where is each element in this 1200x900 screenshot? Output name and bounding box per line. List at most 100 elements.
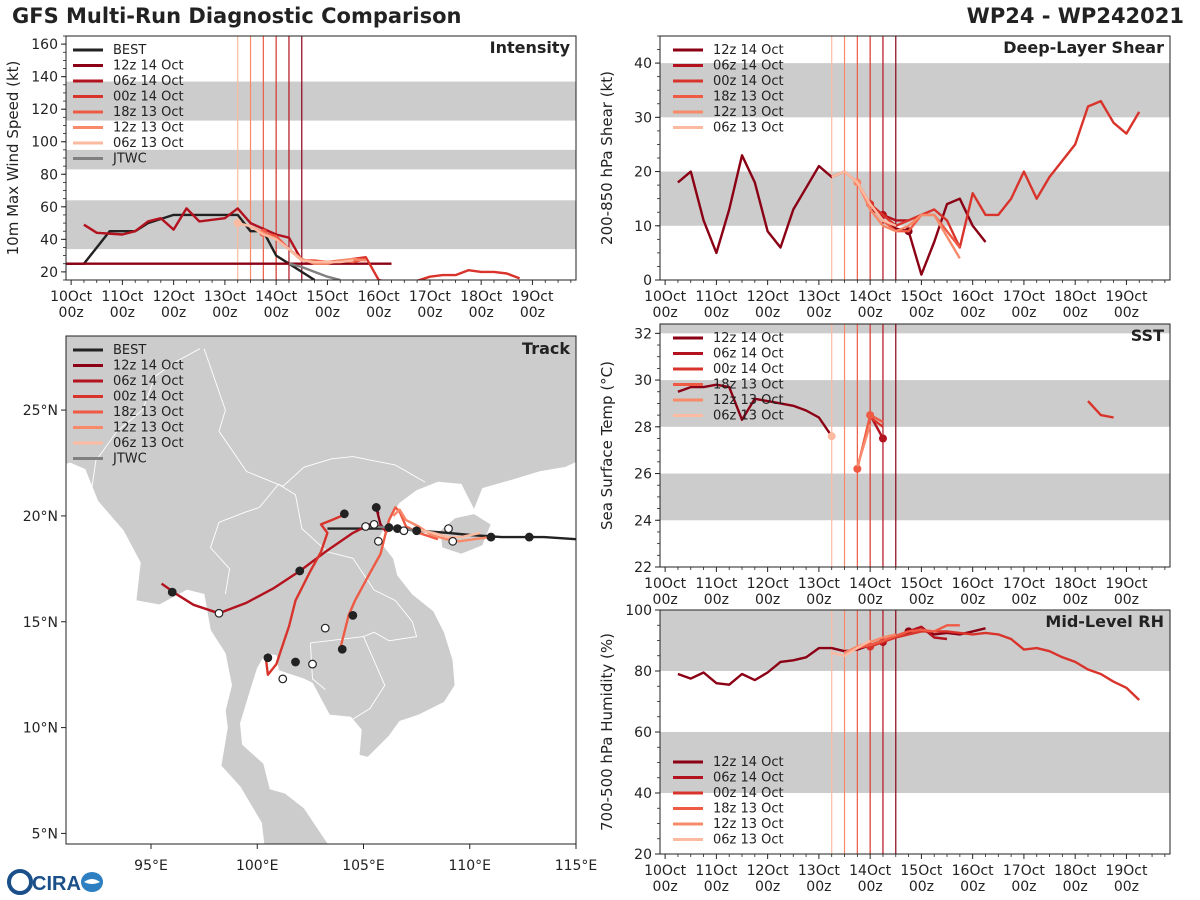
rh-ytick-label: 40 — [634, 786, 652, 802]
rh-xtick-sublabel: 00z — [755, 879, 780, 895]
sst-ytick-label: 24 — [634, 513, 652, 529]
intensity-ytick-label: 120 — [31, 102, 58, 118]
track-position-marker — [448, 536, 458, 546]
rh-xtick-label: 14Oct — [849, 863, 892, 879]
sst-xtick-sublabel: 00z — [1063, 592, 1088, 608]
intensity-legend-label: BEST — [113, 43, 146, 58]
intensity-legend-label: 00z 14 Oct — [113, 90, 184, 105]
shear-legend-label: 00z 14 Oct — [713, 74, 784, 89]
shear-ytick-label: 0 — [643, 273, 652, 289]
track-position-marker — [295, 566, 305, 576]
rh-series-line — [677, 627, 986, 686]
sst-ylabel: Sea Surface Temp (°C) — [598, 361, 616, 530]
sst-xtick-sublabel: 00z — [960, 592, 985, 608]
track-position-marker — [263, 653, 273, 663]
intensity-xtick-sublabel: 00z — [161, 305, 186, 321]
shear-title: Deep-Layer Shear — [1003, 38, 1164, 57]
track-position-marker — [371, 503, 381, 512]
track-ytick-label: 10°N — [23, 721, 58, 737]
intensity-legend-label: 18z 13 Oct — [113, 105, 184, 120]
sst-ytick-label: 30 — [634, 373, 652, 389]
shear-shaded-band — [660, 63, 1170, 118]
rh-xtick-label: 18Oct — [1054, 863, 1097, 879]
rh-xtick-sublabel: 00z — [909, 879, 934, 895]
sst-title: SST — [1131, 326, 1164, 345]
rh-ylabel: 700-500 hPa Humidity (%) — [598, 633, 616, 831]
sst-ytick-label: 22 — [634, 560, 652, 576]
sst-legend-label: 06z 14 Oct — [713, 347, 784, 362]
track-position-marker — [291, 657, 300, 667]
sst-xtick-sublabel: 00z — [704, 592, 729, 608]
intensity-legend-label: 12z 14 Oct — [113, 59, 184, 74]
sst-xtick-label: 10Oct — [644, 576, 687, 592]
rh-series-line — [843, 633, 897, 654]
track-legend-label: 00z 14 Oct — [113, 390, 184, 405]
sst-xtick-label: 15Oct — [900, 576, 943, 592]
rh-xtick-label: 10Oct — [644, 863, 687, 879]
rh-xtick-sublabel: 00z — [1114, 879, 1139, 895]
track-position-marker — [308, 659, 317, 669]
shear-xtick-sublabel: 00z — [909, 305, 934, 321]
sst-xtick-sublabel: 00z — [755, 592, 780, 608]
intensity-panel: 2040608010012014016010Oct00z11Oct00z12Oc… — [4, 35, 577, 321]
rh-xtick-label: 19Oct — [1105, 863, 1148, 879]
sst-shaded-band — [660, 380, 1170, 427]
intensity-xtick-sublabel: 00z — [520, 305, 545, 321]
sst-legend-label: 12z 14 Oct — [713, 331, 784, 346]
shear-xtick-label: 19Oct — [1105, 289, 1148, 305]
rh-shaded-band — [660, 732, 1170, 793]
sst-series-line — [856, 424, 872, 467]
intensity-xtick-label: 17Oct — [409, 289, 452, 305]
country-border — [259, 483, 418, 644]
sst-legend-label: 06z 13 Oct — [713, 409, 784, 424]
intensity-xtick-label: 16Oct — [358, 289, 401, 305]
sst-xtick-label: 17Oct — [1003, 576, 1046, 592]
sst-xtick-sublabel: 00z — [1011, 592, 1036, 608]
track-position-marker — [524, 532, 534, 542]
shear-xtick-sublabel: 00z — [1011, 305, 1036, 321]
rh-xtick-sublabel: 00z — [806, 879, 831, 895]
track-position-marker — [399, 526, 409, 536]
intensity-series-marker — [233, 219, 242, 228]
intensity-xtick-label: 11Oct — [101, 289, 144, 305]
intensity-xtick-label: 18Oct — [460, 289, 503, 305]
track-line — [264, 512, 347, 676]
track-ytick-label: 15°N — [23, 615, 58, 631]
intensity-legend-label: 12z 13 Oct — [113, 121, 184, 136]
intensity-xtick-label: 13Oct — [204, 289, 247, 305]
shear-xtick-label: 10Oct — [644, 289, 687, 305]
shear-ytick-label: 40 — [634, 56, 652, 72]
intensity-series-line — [237, 221, 354, 264]
rh-legend-label: 00z 14 Oct — [713, 786, 784, 801]
sst-xtick-sublabel: 00z — [806, 592, 831, 608]
track-legend-label: 06z 13 Oct — [113, 436, 184, 451]
sst-ytick-label: 26 — [634, 467, 652, 483]
track-xtick-label: 110°E — [448, 858, 491, 874]
shear-panel: 01020304010Oct00z11Oct00z12Oct00z13Oct00… — [598, 35, 1171, 321]
intensity-xtick-sublabel: 00z — [59, 305, 84, 321]
shear-legend-label: 12z 14 Oct — [713, 43, 784, 58]
shear-ytick-label: 20 — [634, 165, 652, 181]
intensity-shaded-band — [66, 200, 576, 250]
sst-xtick-sublabel: 00z — [909, 592, 934, 608]
intensity-ytick-label: 100 — [31, 135, 58, 151]
rh-xtick-sublabel: 00z — [653, 879, 678, 895]
track-legend-label: 12z 13 Oct — [113, 421, 184, 436]
intensity-xtick-sublabel: 00z — [212, 305, 237, 321]
track-position-marker — [339, 509, 349, 519]
shear-xtick-sublabel: 00z — [704, 305, 729, 321]
intensity-legend-label: 06z 13 Oct — [113, 136, 184, 151]
rh-shaded-band — [660, 610, 1170, 671]
track-position-marker — [348, 611, 358, 620]
intensity-ylabel: 10m Max Wind Speed (kt) — [4, 61, 22, 256]
shear-xtick-sublabel: 00z — [806, 305, 831, 321]
page-title: GFS Multi-Run Diagnostic Comparison — [12, 4, 462, 28]
sst-legend-label: 12z 13 Oct — [713, 393, 784, 408]
track-legend-label: 18z 13 Oct — [113, 405, 184, 420]
intensity-xtick-sublabel: 00z — [366, 305, 391, 321]
shear-legend-label: 18z 13 Oct — [713, 90, 784, 105]
shear-xtick-sublabel: 00z — [858, 305, 883, 321]
land-mass — [66, 336, 576, 844]
track-position-marker — [214, 608, 224, 618]
